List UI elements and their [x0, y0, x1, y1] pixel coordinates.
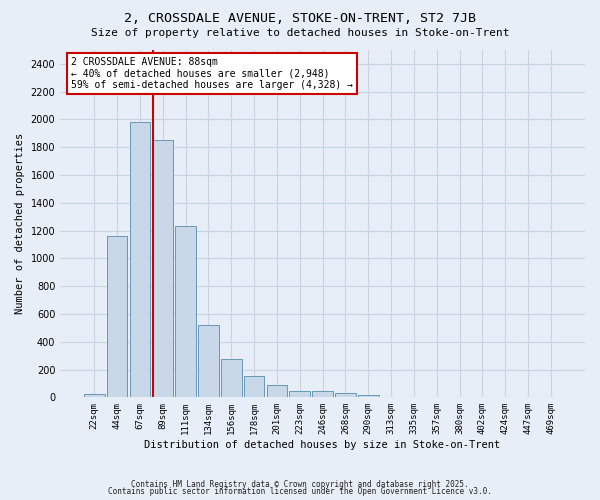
Text: Contains public sector information licensed under the Open Government Licence v3: Contains public sector information licen… — [108, 487, 492, 496]
Bar — [152, 140, 173, 398]
Bar — [358, 394, 379, 398]
Bar — [266, 385, 287, 398]
Bar — [244, 376, 265, 398]
Bar — [335, 393, 356, 398]
Y-axis label: Number of detached properties: Number of detached properties — [15, 133, 25, 314]
Bar — [313, 391, 333, 398]
Bar — [175, 226, 196, 398]
Bar — [107, 236, 127, 398]
Bar — [84, 394, 104, 398]
Bar — [130, 122, 150, 398]
Bar — [221, 359, 242, 398]
Bar — [289, 391, 310, 398]
Bar — [381, 396, 401, 398]
Text: 2 CROSSDALE AVENUE: 88sqm
← 40% of detached houses are smaller (2,948)
59% of se: 2 CROSSDALE AVENUE: 88sqm ← 40% of detac… — [71, 57, 353, 90]
Bar — [198, 325, 219, 398]
Text: Size of property relative to detached houses in Stoke-on-Trent: Size of property relative to detached ho… — [91, 28, 509, 38]
Text: 2, CROSSDALE AVENUE, STOKE-ON-TRENT, ST2 7JB: 2, CROSSDALE AVENUE, STOKE-ON-TRENT, ST2… — [124, 12, 476, 26]
X-axis label: Distribution of detached houses by size in Stoke-on-Trent: Distribution of detached houses by size … — [145, 440, 501, 450]
Text: Contains HM Land Registry data © Crown copyright and database right 2025.: Contains HM Land Registry data © Crown c… — [131, 480, 469, 489]
